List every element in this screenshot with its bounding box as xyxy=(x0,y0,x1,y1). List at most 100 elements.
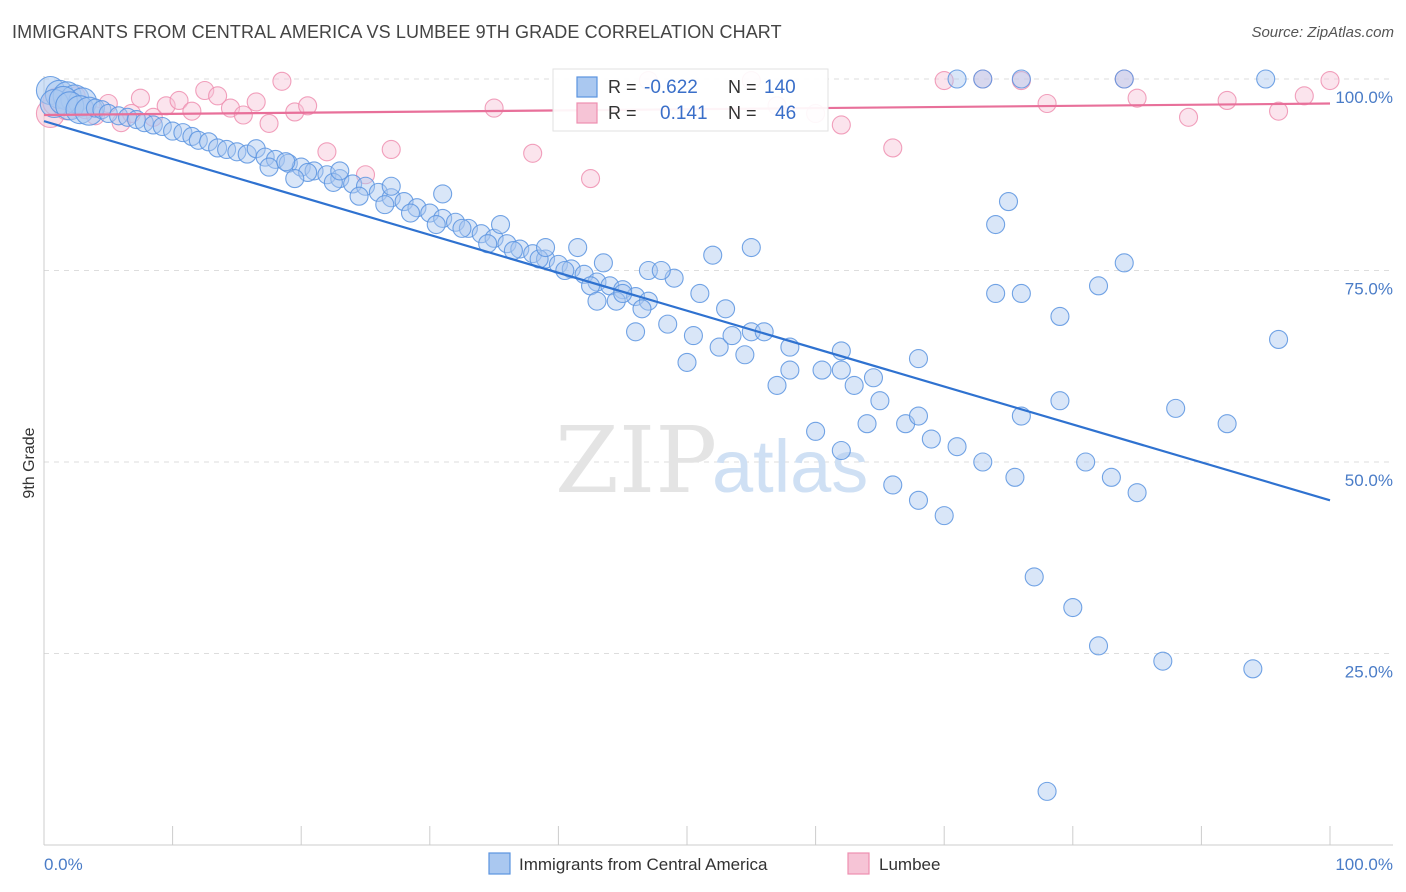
point-central-america-109 xyxy=(934,506,954,526)
point-lumbee-25 xyxy=(381,139,401,160)
point-central-america-61 xyxy=(276,152,296,172)
point-central-america-68 xyxy=(452,218,472,238)
point-central-america-120 xyxy=(998,192,1019,212)
point-central-america-136 xyxy=(973,69,993,89)
point-central-america-66 xyxy=(400,203,421,223)
point-lumbee-45 xyxy=(883,138,903,158)
point-central-america-135 xyxy=(947,69,967,89)
point-central-america-148 xyxy=(857,414,877,434)
point-lumbee-27 xyxy=(523,143,543,163)
point-central-america-95 xyxy=(844,375,864,395)
point-central-america-121 xyxy=(986,214,1006,235)
point-lumbee-20 xyxy=(272,71,292,91)
point-central-america-81 xyxy=(285,169,305,189)
stats-r-value-2: 0.141 xyxy=(660,103,708,124)
chart-title: IMMIGRANTS FROM CENTRAL AMERICA VS LUMBE… xyxy=(12,22,782,42)
point-central-america-90 xyxy=(690,283,710,304)
legend-label-lumbee: Lumbee xyxy=(879,855,940,874)
trend-line-central-america xyxy=(43,120,1331,502)
point-lumbee-15 xyxy=(208,86,228,106)
legend: Immigrants from Central America Lumbee xyxy=(488,852,940,875)
point-central-america-140 xyxy=(908,490,929,510)
point-lumbee-37 xyxy=(1037,93,1057,114)
point-lumbee-19 xyxy=(259,113,279,133)
legend-label-central-america: Immigrants from Central America xyxy=(519,855,768,874)
point-central-america-126 xyxy=(1269,329,1289,349)
stats-r-value-1: -0.622 xyxy=(644,77,698,98)
point-central-america-106 xyxy=(831,360,851,380)
point-lumbee-14 xyxy=(195,80,215,101)
point-central-america-139 xyxy=(1256,69,1276,89)
point-lumbee-42 xyxy=(1320,70,1340,91)
point-central-america-144 xyxy=(1153,651,1173,671)
point-central-america-105 xyxy=(780,360,800,380)
point-central-america-34 xyxy=(317,165,337,185)
point-lumbee-18 xyxy=(246,92,266,112)
y-tick-label-50: 50.0% xyxy=(1345,471,1393,490)
point-central-america-143 xyxy=(1088,636,1109,656)
point-central-america-134 xyxy=(587,291,607,311)
point-central-america-112 xyxy=(722,326,742,346)
point-central-america-42 xyxy=(420,203,440,223)
point-central-america-77 xyxy=(683,326,703,346)
point-central-america-104 xyxy=(1127,483,1147,503)
point-central-america-98 xyxy=(921,429,941,449)
point-central-america-82 xyxy=(381,176,401,196)
point-central-america-94 xyxy=(812,360,832,380)
watermark-atlas: atlas xyxy=(712,425,868,508)
point-central-america-130 xyxy=(741,237,761,258)
stats-swatch-pink xyxy=(576,102,598,124)
point-central-america-79 xyxy=(735,345,755,365)
point-central-america-46 xyxy=(471,224,491,244)
watermark-zip: ZIP xyxy=(555,407,717,514)
point-lumbee-39 xyxy=(1127,88,1147,108)
source-credit: Source: ZipAtlas.com xyxy=(1251,24,1394,41)
point-central-america-147 xyxy=(908,349,929,369)
point-central-america-32 xyxy=(291,157,311,177)
point-central-america-103 xyxy=(1101,467,1121,487)
point-central-america-60 xyxy=(259,157,279,177)
point-central-america-75 xyxy=(632,299,652,319)
point-central-america-65 xyxy=(375,195,395,215)
legend-swatch-central-america xyxy=(488,852,511,875)
point-central-america-138 xyxy=(1114,69,1134,89)
y-tick-label-25: 25.0% xyxy=(1345,663,1393,682)
point-lumbee-13 xyxy=(182,101,202,121)
point-central-america-10 xyxy=(85,98,105,118)
point-central-america-91 xyxy=(716,299,736,319)
point-central-america-18 xyxy=(152,116,172,137)
stats-n-label-2: N = xyxy=(728,103,757,123)
point-central-america-145 xyxy=(1243,659,1263,679)
point-central-america-111 xyxy=(677,352,697,372)
point-central-america-22 xyxy=(188,130,208,150)
legend-swatch-lumbee xyxy=(847,852,870,875)
stats-n-value-1: 140 xyxy=(764,77,796,98)
point-lumbee-41 xyxy=(1269,101,1289,121)
point-central-america-131 xyxy=(703,245,723,265)
point-central-america-149 xyxy=(831,440,851,461)
x-ticks: 0.0% 100.0% xyxy=(43,826,1393,874)
point-central-america-33 xyxy=(304,161,324,181)
point-central-america-137 xyxy=(1011,69,1031,89)
point-lumbee-17 xyxy=(233,105,253,125)
stats-r-label-2: R = xyxy=(608,103,637,123)
point-central-america-80 xyxy=(330,161,350,181)
point-central-america-146 xyxy=(1037,781,1057,801)
point-central-america-76 xyxy=(658,314,678,334)
stats-n-value-2: 46 xyxy=(775,103,796,124)
point-central-america-115 xyxy=(767,375,787,395)
point-lumbee-24 xyxy=(355,165,376,185)
point-central-america-127 xyxy=(1114,253,1134,273)
point-central-america-142 xyxy=(1063,597,1083,618)
point-central-america-107 xyxy=(806,421,826,441)
point-central-america-124 xyxy=(1050,306,1070,327)
point-central-america-128 xyxy=(1166,398,1186,418)
axes xyxy=(43,76,1393,846)
stats-swatch-blue xyxy=(576,76,598,98)
stats-box: R = -0.622 N = 140 R = 0.141 N = 46 xyxy=(552,68,829,132)
point-central-america-84 xyxy=(490,214,511,235)
point-central-america-49 xyxy=(510,239,530,259)
point-central-america-119 xyxy=(1005,467,1025,487)
point-central-america-78 xyxy=(709,337,729,357)
